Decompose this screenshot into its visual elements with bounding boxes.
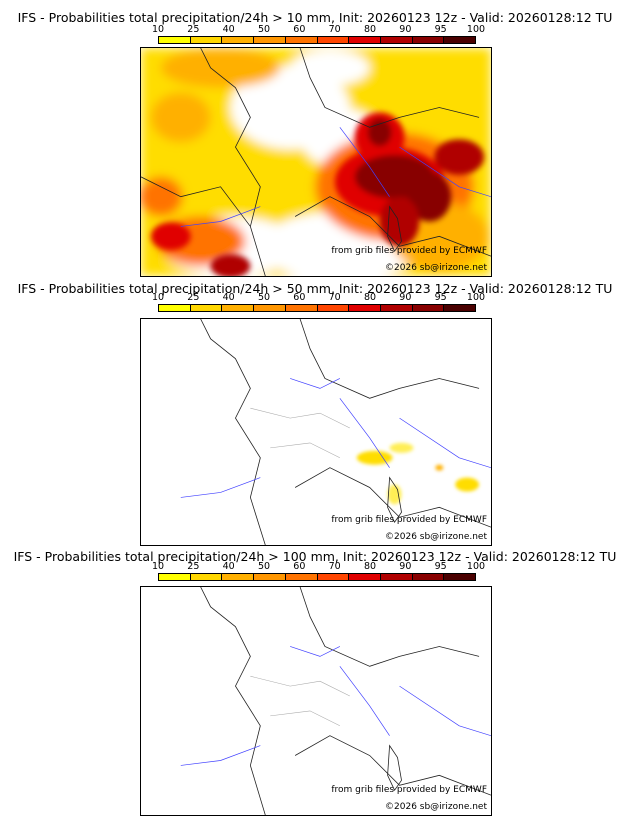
probability-map bbox=[180, 319, 491, 545]
legend-color-swatch bbox=[159, 305, 191, 311]
legend-color-swatch bbox=[349, 37, 381, 43]
credit-source: from grib files provided by ECMWF bbox=[331, 515, 487, 525]
legend-color-swatch bbox=[190, 305, 223, 311]
legend-color-swatch bbox=[159, 574, 191, 580]
legend-tick-label: 90 bbox=[399, 561, 412, 572]
legend-color-swatch bbox=[444, 305, 476, 311]
probability-legend: 10 25 40 50 60 70 80 90 95 100 bbox=[152, 292, 485, 313]
credit-copyright: ©2026 sb@irizone.net bbox=[385, 802, 487, 812]
legend-color-swatch bbox=[159, 37, 191, 43]
legend-tick-label: 90 bbox=[399, 292, 412, 303]
legend-tick-label: 90 bbox=[399, 24, 412, 35]
legend-tick-label: 80 bbox=[363, 24, 377, 35]
panel-title: IFS - Probabilities total precipitation/… bbox=[13, 549, 617, 564]
panel-title: IFS - Probabilities total precipitation/… bbox=[17, 281, 613, 296]
legend-tick-label: 95 bbox=[434, 24, 447, 35]
legend-color-swatch bbox=[380, 305, 413, 311]
legend-color-swatch bbox=[412, 574, 445, 580]
legend-tick-label: 100 bbox=[466, 561, 486, 572]
legend-color-swatch bbox=[317, 574, 350, 580]
legend-color-swatch bbox=[412, 305, 445, 311]
legend-tick-label: 70 bbox=[328, 292, 341, 303]
legend-tick-label: 40 bbox=[222, 561, 235, 572]
legend-tick-label: 25 bbox=[187, 561, 200, 572]
legend-tick-label: 10 bbox=[151, 292, 165, 303]
legend-tick-label: 95 bbox=[434, 292, 447, 303]
legend-color-swatch bbox=[317, 37, 350, 43]
legend-color-swatch bbox=[444, 37, 476, 43]
legend-ticks: 10 25 40 50 60 70 80 90 95 100 bbox=[152, 292, 485, 303]
legend-tick-label: 10 bbox=[151, 24, 165, 35]
legend-color-swatch bbox=[285, 305, 318, 311]
legend-color-swatch bbox=[190, 574, 223, 580]
credit-copyright: ©2026 sb@irizone.net bbox=[385, 263, 487, 273]
legend-color-swatch bbox=[380, 574, 413, 580]
credit-source: from grib files provided by ECMWF bbox=[331, 246, 487, 256]
probability-legend: 10 25 40 50 60 70 80 90 95 100 bbox=[152, 561, 485, 582]
legend-color-swatch bbox=[254, 574, 286, 580]
legend-color-bar bbox=[158, 36, 476, 44]
legend-color-swatch bbox=[190, 37, 223, 43]
legend-color-swatch bbox=[444, 574, 476, 580]
forecast-panel-10mm: IFS - Probabilities total precipitation/… bbox=[0, 0, 630, 278]
legend-tick-label: 25 bbox=[187, 292, 200, 303]
legend-tick-label: 10 bbox=[151, 561, 165, 572]
credit-copyright: ©2026 sb@irizone.net bbox=[385, 532, 487, 542]
legend-tick-label: 100 bbox=[466, 24, 486, 35]
legend-color-swatch bbox=[222, 37, 255, 43]
legend-color-swatch bbox=[317, 305, 350, 311]
legend-color-bar bbox=[158, 304, 476, 312]
panel-title: IFS - Probabilities total precipitation/… bbox=[17, 10, 613, 25]
legend-color-swatch bbox=[349, 574, 381, 580]
legend-tick-label: 60 bbox=[293, 292, 306, 303]
forecast-panel-100mm: IFS - Probabilities total precipitation/… bbox=[0, 546, 630, 828]
map-frame[interactable]: from grib files provided by ECMWF ©2026 … bbox=[140, 318, 492, 546]
legend-ticks: 10 25 40 50 60 70 80 90 95 100 bbox=[152, 561, 485, 572]
legend-color-swatch bbox=[222, 305, 255, 311]
legend-color-swatch bbox=[254, 305, 286, 311]
legend-tick-label: 70 bbox=[328, 24, 341, 35]
legend-color-swatch bbox=[285, 37, 318, 43]
legend-tick-label: 40 bbox=[222, 292, 235, 303]
legend-tick-label: 50 bbox=[257, 561, 271, 572]
legend-color-swatch bbox=[254, 37, 286, 43]
legend-color-swatch bbox=[285, 574, 318, 580]
legend-color-bar bbox=[158, 573, 476, 581]
legend-tick-label: 100 bbox=[466, 292, 486, 303]
legend-tick-label: 40 bbox=[222, 24, 235, 35]
legend-color-swatch bbox=[349, 305, 381, 311]
legend-tick-label: 50 bbox=[257, 292, 271, 303]
legend-color-swatch bbox=[380, 37, 413, 43]
legend-tick-label: 25 bbox=[187, 24, 200, 35]
legend-tick-label: 50 bbox=[257, 24, 271, 35]
forecast-panel-50mm: IFS - Probabilities total precipitation/… bbox=[0, 278, 630, 546]
probability-map bbox=[180, 587, 491, 815]
map-frame[interactable]: from grib files provided by ECMWF ©2026 … bbox=[140, 586, 492, 816]
legend-tick-label: 60 bbox=[293, 24, 306, 35]
legend-tick-label: 60 bbox=[293, 561, 306, 572]
probability-map bbox=[141, 48, 491, 276]
legend-tick-label: 80 bbox=[363, 292, 377, 303]
legend-color-swatch bbox=[412, 37, 445, 43]
legend-tick-label: 70 bbox=[328, 561, 341, 572]
legend-ticks: 10 25 40 50 60 70 80 90 95 100 bbox=[152, 24, 485, 35]
legend-color-swatch bbox=[222, 574, 255, 580]
credit-source: from grib files provided by ECMWF bbox=[331, 785, 487, 795]
probability-legend: 10 25 40 50 60 70 80 90 95 100 bbox=[152, 24, 485, 45]
map-frame[interactable]: from grib files provided by ECMWF ©2026 … bbox=[140, 47, 492, 277]
legend-tick-label: 95 bbox=[434, 561, 447, 572]
legend-tick-label: 80 bbox=[363, 561, 377, 572]
